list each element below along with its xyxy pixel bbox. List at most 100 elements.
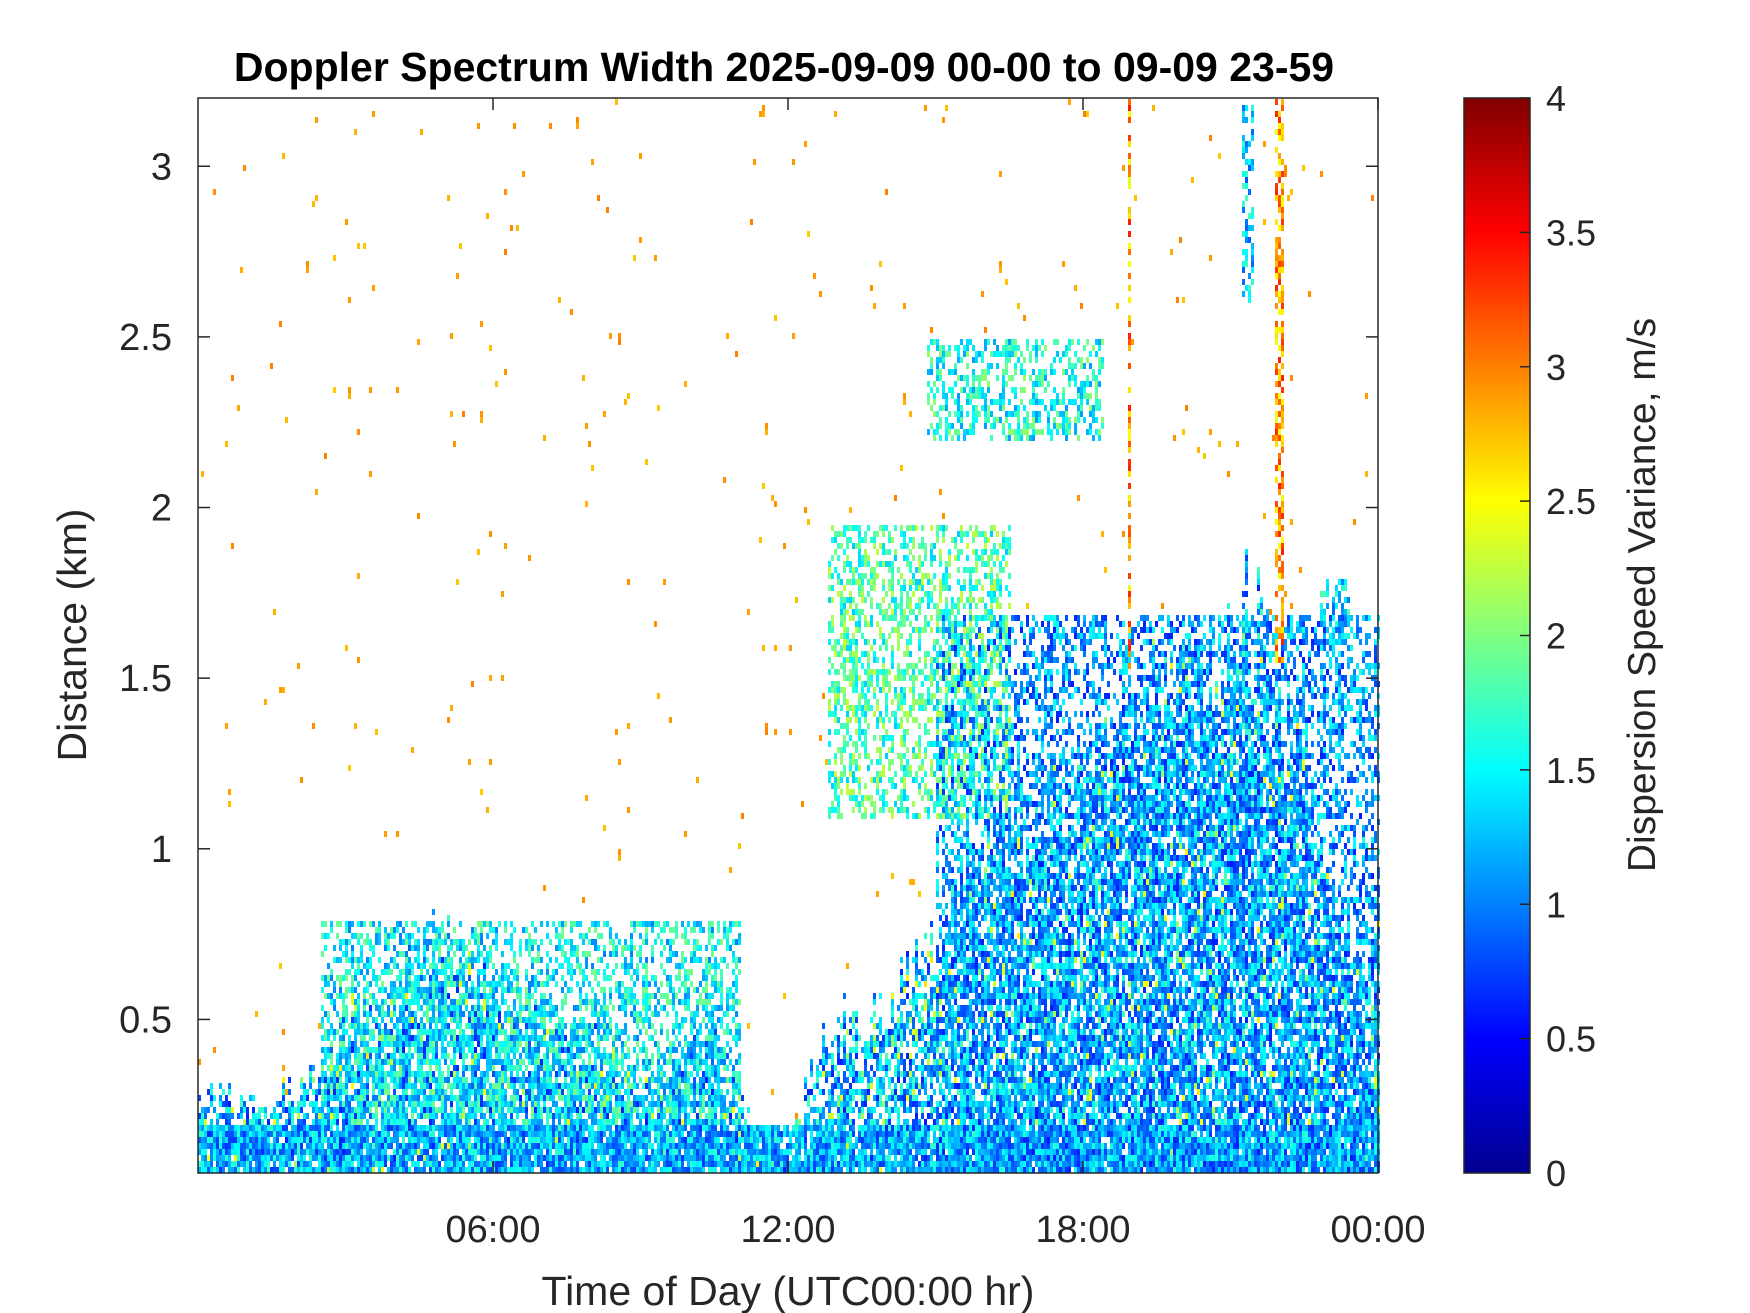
heatmap-cell bbox=[366, 987, 369, 993]
heatmap-cell bbox=[345, 1005, 348, 1011]
heatmap-cell bbox=[708, 963, 711, 969]
heatmap-cell bbox=[468, 1011, 471, 1017]
heatmap-cell bbox=[408, 1023, 411, 1029]
heatmap-cell bbox=[681, 933, 684, 939]
heatmap-cell bbox=[732, 993, 735, 999]
heatmap-cell bbox=[567, 1149, 570, 1155]
heatmap-cell bbox=[390, 1125, 393, 1131]
heatmap-cell bbox=[558, 1131, 561, 1137]
heatmap-cell bbox=[402, 1047, 405, 1053]
heatmap-cell bbox=[525, 1101, 528, 1107]
heatmap-cell bbox=[597, 1017, 600, 1023]
heatmap-cell bbox=[621, 1119, 624, 1125]
heatmap-cell bbox=[504, 1017, 507, 1023]
heatmap-cell bbox=[552, 1059, 555, 1065]
heatmap-cell bbox=[465, 1095, 468, 1101]
heatmap-cell bbox=[504, 1155, 507, 1161]
heatmap-cell bbox=[660, 927, 663, 933]
heatmap-cell bbox=[480, 1083, 483, 1089]
heatmap-cell bbox=[753, 1161, 756, 1167]
heatmap-cell bbox=[528, 1059, 531, 1065]
heatmap-cell bbox=[384, 1059, 387, 1065]
heatmap-cell bbox=[549, 1143, 552, 1149]
heatmap-cell bbox=[687, 1161, 690, 1167]
heatmap-cell bbox=[615, 1089, 618, 1095]
heatmap-cell bbox=[588, 1041, 591, 1047]
heatmap-cell bbox=[507, 1083, 510, 1089]
heatmap-cell bbox=[822, 693, 825, 699]
heatmap-cell bbox=[714, 1029, 717, 1035]
heatmap-cell bbox=[669, 1113, 672, 1119]
heatmap-cell bbox=[198, 1137, 201, 1143]
heatmap-cell bbox=[717, 1131, 720, 1137]
heatmap-cell bbox=[645, 939, 648, 945]
heatmap-cell bbox=[402, 1005, 405, 1011]
heatmap-cell bbox=[327, 963, 330, 969]
heatmap-cell bbox=[384, 1107, 387, 1113]
heatmap-cell bbox=[231, 1107, 234, 1113]
heatmap-cell bbox=[561, 927, 564, 933]
heatmap-cell bbox=[354, 1119, 357, 1125]
heatmap-cell bbox=[732, 1089, 735, 1095]
heatmap-cell bbox=[702, 1095, 705, 1101]
heatmap-cell bbox=[324, 1119, 327, 1125]
heatmap-cell bbox=[804, 1143, 807, 1149]
heatmap-cell bbox=[324, 1035, 327, 1041]
heatmap-cell bbox=[666, 999, 669, 1005]
heatmap-cell bbox=[714, 1089, 717, 1095]
heatmap-cell bbox=[366, 1143, 369, 1149]
heatmap-cell bbox=[558, 1125, 561, 1131]
heatmap-cell bbox=[744, 1125, 747, 1131]
heatmap-cell bbox=[552, 1083, 555, 1089]
heatmap-cell bbox=[804, 1155, 807, 1161]
heatmap-cell bbox=[402, 939, 405, 945]
heatmap-cell bbox=[402, 1107, 405, 1113]
heatmap-cell bbox=[453, 1047, 456, 1053]
heatmap-cell bbox=[612, 939, 615, 945]
heatmap-cell bbox=[567, 939, 570, 945]
heatmap-cell bbox=[597, 921, 600, 927]
heatmap-cell bbox=[735, 1149, 738, 1155]
heatmap-cell bbox=[477, 1005, 480, 1011]
heatmap-cell bbox=[309, 1161, 312, 1167]
heatmap-cell bbox=[384, 831, 387, 837]
heatmap-cell bbox=[465, 999, 468, 1005]
heatmap-cell bbox=[411, 1083, 414, 1089]
heatmap-cell bbox=[612, 951, 615, 957]
heatmap-cell bbox=[288, 1113, 291, 1119]
heatmap-cell bbox=[573, 1077, 576, 1083]
heatmap-cell bbox=[555, 981, 558, 987]
heatmap-cell bbox=[786, 1149, 789, 1155]
heatmap-cell bbox=[393, 1071, 396, 1077]
heatmap-cell bbox=[570, 309, 573, 315]
heatmap-cell bbox=[690, 1155, 693, 1161]
heatmap-cell bbox=[771, 1167, 774, 1173]
heatmap-cell bbox=[735, 999, 738, 1005]
heatmap-cell bbox=[579, 1005, 582, 1011]
heatmap-cell bbox=[249, 1149, 252, 1155]
heatmap-cell bbox=[672, 1149, 675, 1155]
heatmap-cell bbox=[351, 957, 354, 963]
heatmap-cell bbox=[537, 945, 540, 951]
heatmap-cell bbox=[510, 939, 513, 945]
heatmap-cell bbox=[432, 1011, 435, 1017]
heatmap-cell bbox=[543, 1107, 546, 1113]
heatmap-cell bbox=[519, 1005, 522, 1011]
heatmap-cell bbox=[456, 1161, 459, 1167]
heatmap-cell bbox=[336, 1167, 339, 1173]
heatmap-cell bbox=[486, 1041, 489, 1047]
heatmap-cell bbox=[735, 939, 738, 945]
heatmap-cell bbox=[666, 1077, 669, 1083]
heatmap-cell bbox=[666, 975, 669, 981]
heatmap-cell bbox=[570, 1053, 573, 1059]
heatmap-cell bbox=[771, 1143, 774, 1149]
heatmap-cell bbox=[237, 1155, 240, 1161]
heatmap-cell bbox=[435, 1161, 438, 1167]
heatmap-cell bbox=[642, 921, 645, 927]
heatmap-cell bbox=[339, 1155, 342, 1161]
heatmap-cell bbox=[639, 945, 642, 951]
heatmap-cell bbox=[330, 999, 333, 1005]
heatmap-cell bbox=[678, 1125, 681, 1131]
heatmap-cell bbox=[483, 1167, 486, 1173]
heatmap-cell bbox=[600, 1077, 603, 1083]
